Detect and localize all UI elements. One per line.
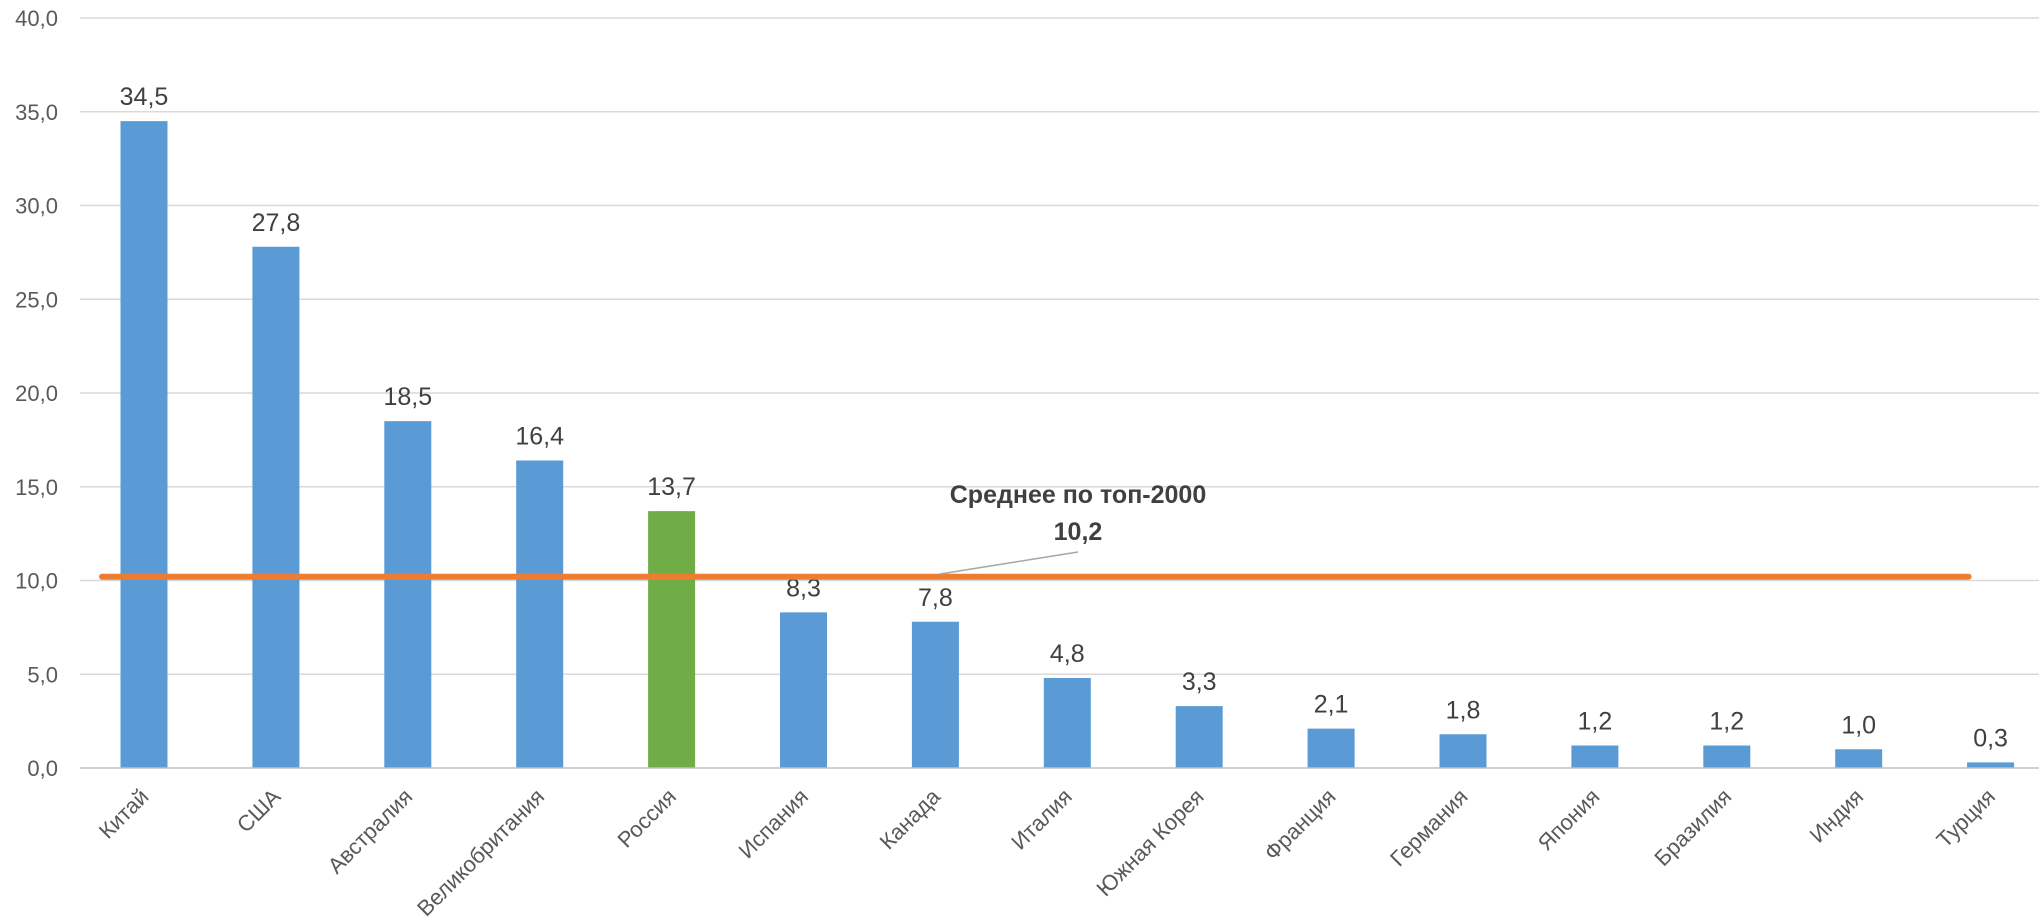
category-label: Китай [94, 784, 154, 844]
data-label: 0,3 [1973, 724, 2008, 752]
data-label: 2,1 [1314, 691, 1349, 719]
data-label: 1,2 [1578, 708, 1613, 736]
category-label: Франция [1259, 784, 1340, 865]
category-label: Австралия [323, 784, 418, 879]
data-label: 1,8 [1446, 696, 1481, 724]
data-label: 16,4 [515, 423, 564, 451]
bar [1571, 745, 1619, 768]
y-tick-label: 5,0 [27, 662, 58, 687]
category-label: Турция [1932, 784, 2001, 853]
data-label: 13,7 [647, 473, 696, 501]
category-label: Бразилия [1649, 784, 1736, 871]
bar [1439, 734, 1487, 768]
average-reference-group: Среднее по топ-2000 10,2 [99, 481, 1972, 580]
category-label: США [232, 784, 286, 838]
bar [1967, 762, 2015, 768]
bar [648, 511, 696, 768]
bar [252, 246, 300, 768]
y-axis-ticks: 0,0 5,0 10,0 15,0 20,0 25,0 30,0 35,0 40,0 [15, 6, 58, 781]
y-tick-label: 30,0 [15, 194, 58, 219]
category-label: Канада [875, 783, 946, 854]
bar [1307, 728, 1355, 768]
y-tick-label: 40,0 [15, 6, 58, 31]
bar-data-labels: 34,527,818,516,413,78,3 7,84,83,32,1 1,8 1,… [120, 83, 2008, 752]
data-label: 27,8 [252, 209, 301, 237]
bar [1835, 749, 1883, 768]
y-tick-label: 10,0 [15, 569, 58, 594]
bar [780, 612, 827, 768]
y-tick-label: 35,0 [15, 100, 58, 125]
bar [1175, 706, 1223, 768]
category-label: Япония [1533, 784, 1605, 856]
y-tick-label: 15,0 [15, 475, 58, 500]
bar [120, 121, 168, 768]
data-label: 7,8 [918, 584, 953, 612]
bar [911, 621, 959, 768]
average-label: Среднее по топ-2000 [950, 481, 1207, 509]
data-label: 4,8 [1050, 640, 1085, 668]
bar [516, 460, 564, 768]
data-label: 18,5 [383, 383, 432, 411]
data-label: 34,5 [120, 83, 169, 111]
bar [1043, 678, 1091, 768]
category-label: Россия [612, 784, 681, 853]
y-tick-label: 0,0 [27, 756, 58, 781]
average-label-leader-line [939, 551, 1079, 575]
average-value-label: 10,2 [1054, 518, 1103, 546]
y-tick-label: 20,0 [15, 381, 58, 406]
data-label: 1,2 [1709, 708, 1744, 736]
bars [120, 121, 2015, 768]
bar [384, 421, 432, 768]
category-label: Индия [1805, 784, 1869, 848]
y-tick-label: 25,0 [15, 287, 58, 312]
bar [1703, 745, 1751, 768]
category-label: Германия [1385, 784, 1472, 871]
category-label: Южная Корея [1091, 784, 1208, 901]
category-label: Великобритания [412, 784, 549, 918]
data-label: 1,0 [1841, 711, 1876, 739]
data-label: 3,3 [1182, 668, 1217, 696]
category-label: Испания [734, 784, 813, 863]
category-label: Италия [1006, 784, 1077, 855]
